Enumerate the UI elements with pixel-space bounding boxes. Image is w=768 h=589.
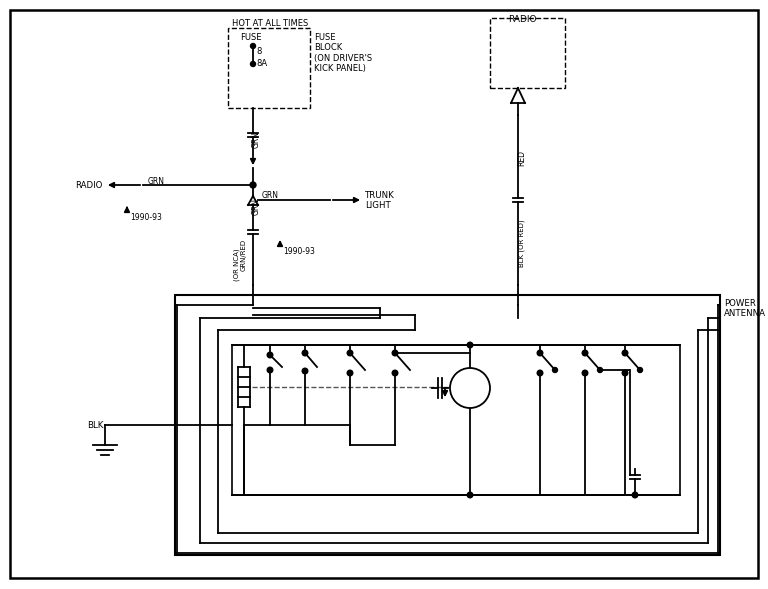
Text: HOT AT ALL TIMES: HOT AT ALL TIMES xyxy=(232,18,308,28)
Text: 8: 8 xyxy=(256,48,261,57)
Circle shape xyxy=(267,367,273,373)
Text: (ON DRIVER'S: (ON DRIVER'S xyxy=(314,54,372,62)
Circle shape xyxy=(582,350,588,356)
Text: BLOCK: BLOCK xyxy=(314,44,343,52)
Text: 1990-93: 1990-93 xyxy=(283,247,315,256)
Circle shape xyxy=(302,350,308,356)
Text: KICK PANEL): KICK PANEL) xyxy=(314,64,366,72)
Text: GRN: GRN xyxy=(262,191,279,200)
Circle shape xyxy=(250,44,256,48)
Circle shape xyxy=(250,61,256,67)
Text: GRN/RED: GRN/RED xyxy=(241,239,247,271)
Circle shape xyxy=(450,368,490,408)
Text: 1990-93: 1990-93 xyxy=(130,213,162,223)
Circle shape xyxy=(537,350,543,356)
Circle shape xyxy=(347,350,353,356)
Circle shape xyxy=(302,368,308,374)
Bar xyxy=(228,28,310,108)
Text: M: M xyxy=(464,382,476,395)
Circle shape xyxy=(622,370,627,376)
Text: TRUNK: TRUNK xyxy=(365,190,395,200)
Text: RADIO: RADIO xyxy=(75,180,103,190)
Circle shape xyxy=(392,370,398,376)
Text: GRN: GRN xyxy=(251,198,260,215)
Bar xyxy=(175,295,720,555)
Circle shape xyxy=(347,370,353,376)
Text: 8A: 8A xyxy=(256,59,267,68)
Text: FUSE: FUSE xyxy=(314,34,336,42)
Text: BLK: BLK xyxy=(87,421,103,429)
Circle shape xyxy=(537,370,543,376)
Circle shape xyxy=(552,368,558,372)
Text: FUSE: FUSE xyxy=(240,34,261,42)
Text: GRN: GRN xyxy=(148,177,165,186)
Circle shape xyxy=(267,352,273,358)
Circle shape xyxy=(250,182,256,188)
Circle shape xyxy=(467,342,473,348)
Text: BLK (OR RED): BLK (OR RED) xyxy=(518,219,525,267)
Circle shape xyxy=(622,350,627,356)
Bar xyxy=(490,18,565,88)
Circle shape xyxy=(392,350,398,356)
Circle shape xyxy=(632,492,637,498)
Text: RED: RED xyxy=(518,150,527,166)
Circle shape xyxy=(582,370,588,376)
Text: ANTENNA: ANTENNA xyxy=(724,309,766,317)
Circle shape xyxy=(637,368,643,372)
Text: (OR NCA): (OR NCA) xyxy=(233,249,240,282)
Text: LIGHT: LIGHT xyxy=(365,200,391,210)
Text: POWER: POWER xyxy=(724,299,756,307)
Text: GRN: GRN xyxy=(251,131,260,148)
Bar xyxy=(232,345,680,495)
Circle shape xyxy=(598,368,603,372)
Circle shape xyxy=(467,492,473,498)
Text: RADIO: RADIO xyxy=(508,15,537,25)
